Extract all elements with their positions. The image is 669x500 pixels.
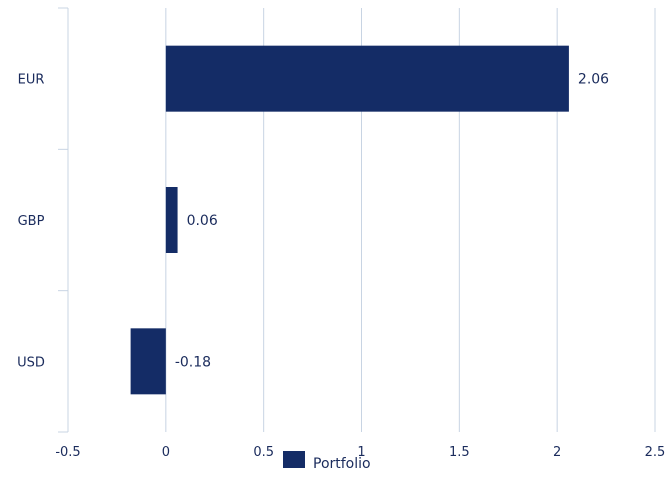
category-label: GBP (18, 214, 45, 229)
x-tick-label: 2 (553, 445, 561, 460)
bar-gbp (165, 187, 178, 253)
legend-swatch (283, 451, 305, 468)
x-tick-labels: -0.5 0 0.5 1 1.5 2 2.5 (55, 445, 665, 460)
legend-label: Portfolio (313, 456, 371, 472)
x-tick-label: 1 (357, 445, 365, 460)
data-label: 0.06 (187, 213, 218, 229)
bars (130, 45, 569, 395)
data-label: 2.06 (578, 72, 609, 88)
x-tick-label: 0 (162, 445, 170, 460)
category-label: EUR (18, 73, 45, 88)
category-label: USD (17, 355, 45, 370)
x-tick-label: 1.5 (449, 445, 470, 460)
data-label: -0.18 (175, 354, 211, 370)
x-tick-label: -0.5 (55, 445, 80, 460)
category-labels: EUR GBP USD (17, 73, 45, 371)
data-labels: 2.06 0.06 -0.18 (175, 72, 609, 371)
bar-eur (165, 45, 569, 112)
legend: Portfolio (283, 451, 371, 472)
y-axis (58, 7, 69, 433)
bar-usd (130, 328, 166, 395)
x-tick-label: 0.5 (253, 445, 274, 460)
x-tick-label: 2.5 (645, 445, 666, 460)
